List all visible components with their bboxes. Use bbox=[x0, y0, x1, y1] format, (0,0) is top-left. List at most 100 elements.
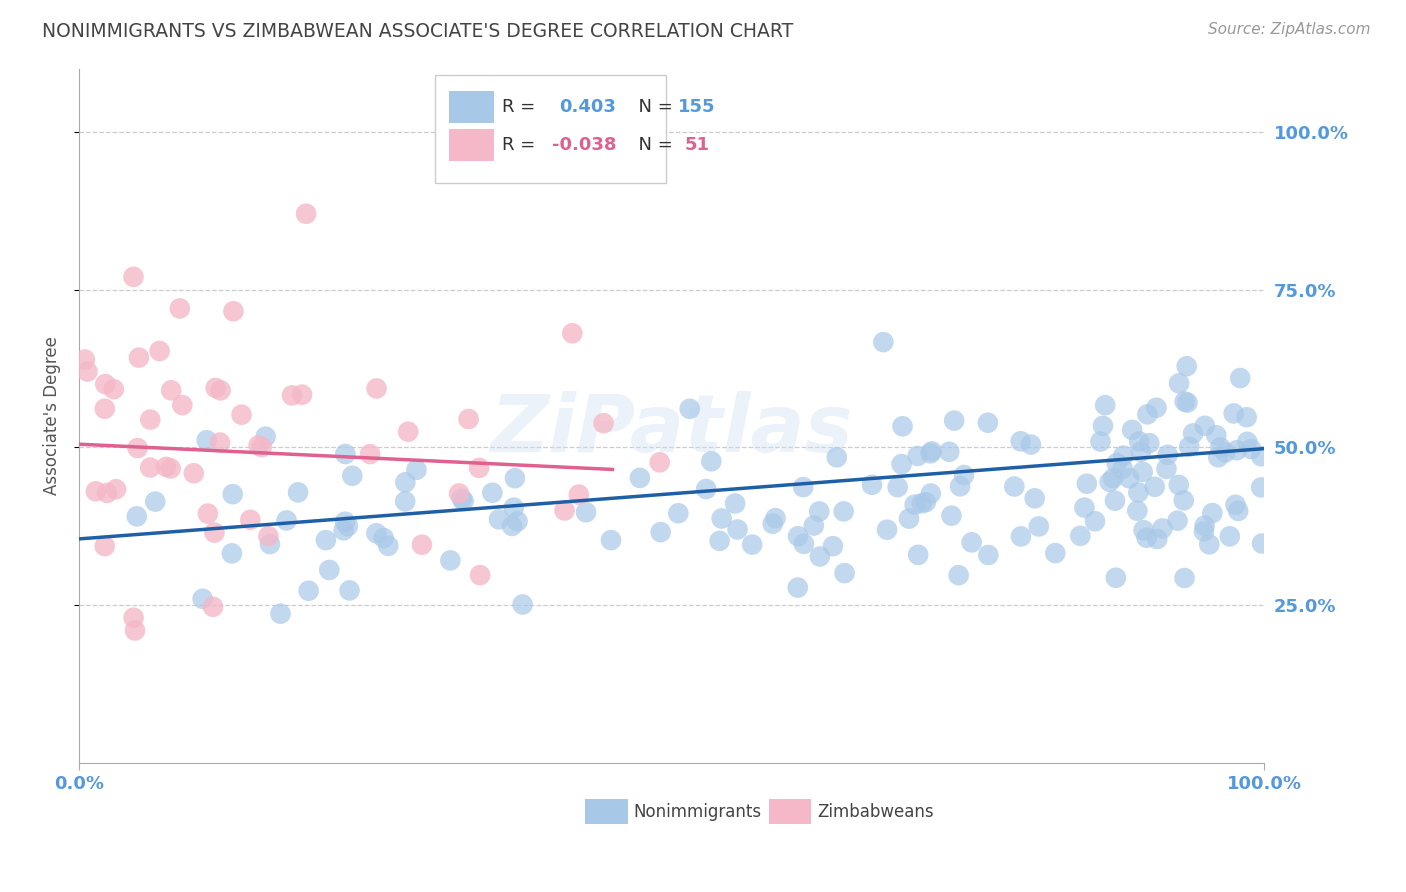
Text: R =: R = bbox=[502, 98, 547, 116]
Point bbox=[155, 459, 177, 474]
Point bbox=[762, 516, 785, 531]
Point bbox=[907, 449, 929, 463]
Point bbox=[1137, 436, 1160, 450]
Point bbox=[904, 498, 927, 512]
Point bbox=[1236, 434, 1258, 449]
Point bbox=[876, 523, 898, 537]
Point bbox=[125, 509, 148, 524]
Point bbox=[727, 523, 749, 537]
Point bbox=[920, 446, 942, 460]
Point bbox=[914, 495, 936, 509]
Point bbox=[94, 377, 117, 392]
Point bbox=[1084, 514, 1107, 528]
Point bbox=[124, 624, 146, 638]
Text: 155: 155 bbox=[678, 98, 716, 116]
Text: -0.038: -0.038 bbox=[553, 136, 616, 154]
Text: R =: R = bbox=[502, 136, 541, 154]
Point bbox=[710, 511, 733, 525]
Point bbox=[1250, 480, 1272, 494]
Point bbox=[73, 352, 96, 367]
Point bbox=[1010, 434, 1032, 449]
Point bbox=[93, 539, 115, 553]
Point bbox=[103, 382, 125, 396]
Point bbox=[332, 524, 354, 538]
Point bbox=[1173, 493, 1195, 508]
Point bbox=[373, 531, 395, 545]
Point bbox=[953, 468, 976, 483]
Text: NONIMMIGRANTS VS ZIMBABWEAN ASSOCIATE'S DEGREE CORRELATION CHART: NONIMMIGRANTS VS ZIMBABWEAN ASSOCIATE'S … bbox=[42, 22, 793, 41]
Point bbox=[561, 326, 583, 341]
Point bbox=[1069, 529, 1091, 543]
Point bbox=[1206, 450, 1229, 465]
Text: Nonimmigrants: Nonimmigrants bbox=[634, 803, 762, 821]
Point bbox=[1019, 437, 1042, 451]
Point bbox=[1143, 480, 1166, 494]
Point bbox=[1205, 428, 1227, 442]
Point bbox=[209, 384, 232, 398]
Point bbox=[1104, 493, 1126, 508]
Point bbox=[648, 455, 671, 469]
Point bbox=[291, 387, 314, 401]
Point bbox=[1146, 532, 1168, 546]
Text: Zimbabweans: Zimbabweans bbox=[817, 803, 934, 821]
Point bbox=[336, 519, 359, 533]
Point bbox=[488, 512, 510, 526]
Point bbox=[394, 494, 416, 508]
Point bbox=[269, 607, 291, 621]
Point bbox=[1227, 504, 1250, 518]
Point bbox=[359, 447, 381, 461]
Point bbox=[1168, 376, 1191, 391]
Point bbox=[1121, 423, 1143, 437]
Point bbox=[1198, 537, 1220, 551]
Point bbox=[1182, 426, 1205, 441]
Point bbox=[592, 416, 614, 430]
Point bbox=[1112, 461, 1135, 475]
Point bbox=[1136, 407, 1159, 421]
Point bbox=[122, 611, 145, 625]
Point bbox=[890, 457, 912, 471]
Point bbox=[1112, 449, 1135, 463]
Point bbox=[650, 525, 672, 540]
Point bbox=[943, 414, 966, 428]
FancyBboxPatch shape bbox=[585, 799, 628, 824]
Point bbox=[204, 381, 226, 395]
Point bbox=[1225, 498, 1247, 512]
FancyBboxPatch shape bbox=[769, 799, 811, 824]
Point bbox=[1073, 500, 1095, 515]
Text: N =: N = bbox=[627, 98, 678, 116]
Point bbox=[122, 269, 145, 284]
Point bbox=[832, 504, 855, 518]
Text: N =: N = bbox=[627, 136, 683, 154]
Point bbox=[405, 463, 427, 477]
Point bbox=[921, 444, 943, 458]
Point bbox=[468, 461, 491, 475]
Point bbox=[195, 434, 218, 448]
Point bbox=[666, 506, 689, 520]
Point bbox=[222, 487, 245, 501]
Point bbox=[287, 485, 309, 500]
Point bbox=[808, 504, 831, 518]
Point bbox=[339, 583, 361, 598]
Point bbox=[183, 467, 205, 481]
Text: 51: 51 bbox=[685, 136, 710, 154]
Point bbox=[1194, 518, 1216, 533]
Point bbox=[1175, 359, 1198, 374]
Point bbox=[439, 553, 461, 567]
Point bbox=[342, 468, 364, 483]
Point bbox=[911, 496, 934, 510]
Point bbox=[1156, 462, 1178, 476]
Point bbox=[281, 388, 304, 402]
Y-axis label: Associate's Degree: Associate's Degree bbox=[44, 336, 60, 495]
Point bbox=[318, 563, 340, 577]
Point bbox=[825, 450, 848, 465]
Point bbox=[600, 533, 623, 548]
Point bbox=[221, 546, 243, 560]
Point bbox=[191, 591, 214, 606]
Point bbox=[128, 351, 150, 365]
Point bbox=[204, 525, 226, 540]
Point bbox=[449, 486, 471, 500]
Point bbox=[709, 533, 731, 548]
Point bbox=[450, 491, 472, 506]
Point bbox=[295, 207, 318, 221]
Point bbox=[1250, 449, 1272, 463]
